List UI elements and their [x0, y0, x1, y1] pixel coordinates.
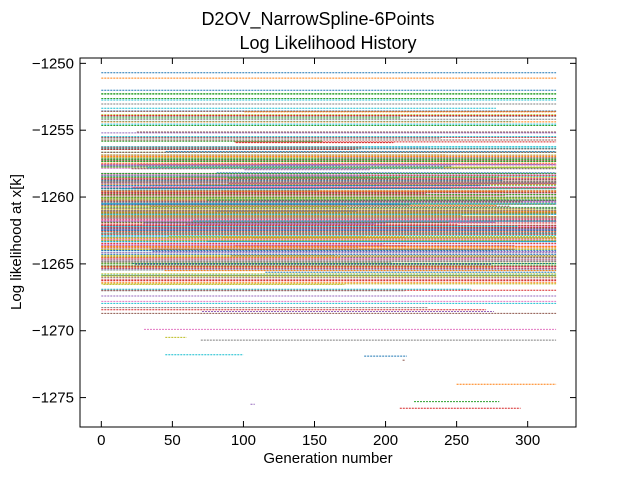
y-tick-label: −1270	[32, 323, 74, 340]
x-tick-label: 200	[373, 432, 398, 449]
x-tick-label: 150	[302, 432, 327, 449]
plot-frame	[79, 57, 577, 428]
x-tick-label: 100	[231, 432, 256, 449]
x-axis-label: Generation number	[263, 450, 392, 467]
x-tick-label: 50	[164, 432, 181, 449]
chart-subtitle: Log Likelihood History	[239, 33, 416, 53]
axis-ticks: 0 50 100 150 200 250 300 −1250 −1255 −1260 −1265 −1…	[32, 55, 576, 449]
y-tick-label: −1255	[32, 122, 74, 139]
y-tick-label: −1265	[32, 256, 74, 273]
plot-lines	[101, 72, 557, 409]
y-tick-label: −1260	[32, 189, 74, 206]
chart-title: D2OV_NarrowSpline-6Points	[201, 9, 434, 30]
y-axis-label: Log likelihood at x[k]	[8, 174, 25, 310]
x-tick-label: 250	[444, 432, 469, 449]
y-tick-label: −1275	[32, 390, 74, 407]
x-tick-label: 0	[97, 432, 105, 449]
y-tick-label: −1250	[32, 55, 74, 72]
x-tick-label: 300	[515, 432, 540, 449]
